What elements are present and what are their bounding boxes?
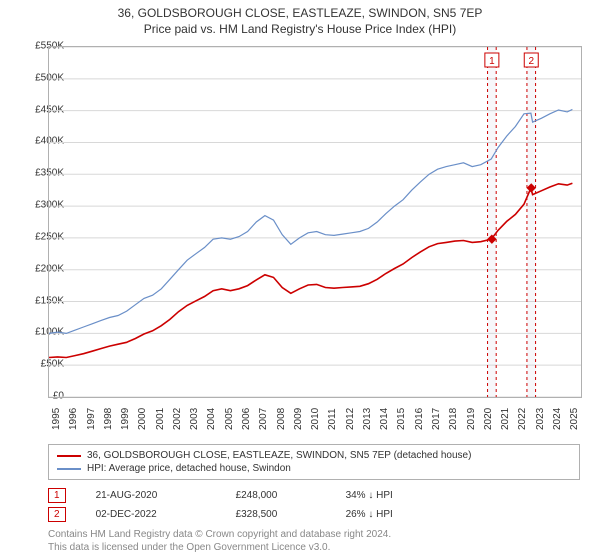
x-tick-label: 2016 xyxy=(414,408,425,430)
x-tick-label: 2021 xyxy=(500,408,511,430)
sale-marker-number: 1 xyxy=(48,488,66,503)
plot-area: 12 xyxy=(48,46,582,398)
x-tick-label: 2002 xyxy=(172,408,183,430)
x-tick-label: 1995 xyxy=(51,408,62,430)
sale-marker-number: 2 xyxy=(48,507,66,522)
x-tick-label: 1999 xyxy=(120,408,131,430)
sale-date: 02-DEC-2022 xyxy=(96,509,206,520)
sale-date: 21-AUG-2020 xyxy=(96,490,206,501)
legend-item: 36, GOLDSBOROUGH CLOSE, EASTLEAZE, SWIND… xyxy=(57,449,571,462)
sales-table: 1 21-AUG-2020 £248,000 34% ↓ HPI 2 02-DEC-202… xyxy=(48,486,580,524)
x-tick-label: 2019 xyxy=(466,408,477,430)
sale-change: 34% ↓ HPI xyxy=(346,490,436,501)
x-tick-label: 1998 xyxy=(103,408,114,430)
x-tick-label: 2006 xyxy=(241,408,252,430)
legend-swatch xyxy=(57,468,81,470)
legend-label: 36, GOLDSBOROUGH CLOSE, EASTLEAZE, SWIND… xyxy=(87,450,471,461)
x-tick-label: 2004 xyxy=(206,408,217,430)
x-tick-label: 2022 xyxy=(517,408,528,430)
footnote-line-1: Contains HM Land Registry data © Crown c… xyxy=(48,528,391,541)
x-tick-label: 2009 xyxy=(293,408,304,430)
x-tick-label: 2005 xyxy=(224,408,235,430)
sale-row: 2 02-DEC-2022 £328,500 26% ↓ HPI xyxy=(48,505,580,524)
title-line-1: 36, GOLDSBOROUGH CLOSE, EASTLEAZE, SWIND… xyxy=(0,6,600,22)
x-tick-label: 2010 xyxy=(310,408,321,430)
x-tick-label: 1996 xyxy=(68,408,79,430)
title-line-2: Price paid vs. HM Land Registry's House … xyxy=(0,22,600,38)
x-tick-label: 2007 xyxy=(258,408,269,430)
x-tick-label: 2008 xyxy=(276,408,287,430)
x-tick-label: 2001 xyxy=(155,408,166,430)
x-tick-label: 2024 xyxy=(552,408,563,430)
footnote: Contains HM Land Registry data © Crown c… xyxy=(48,528,391,554)
x-tick-label: 2020 xyxy=(483,408,494,430)
x-tick-label: 2017 xyxy=(431,408,442,430)
x-tick-label: 2012 xyxy=(345,408,356,430)
sale-row: 1 21-AUG-2020 £248,000 34% ↓ HPI xyxy=(48,486,580,505)
sale-price: £248,000 xyxy=(236,490,316,501)
x-tick-label: 2018 xyxy=(448,408,459,430)
chart-container: 36, GOLDSBOROUGH CLOSE, EASTLEAZE, SWIND… xyxy=(0,0,600,560)
x-tick-label: 2014 xyxy=(379,408,390,430)
x-tick-label: 2000 xyxy=(137,408,148,430)
chart-svg: 12 xyxy=(49,47,581,397)
sale-price: £328,500 xyxy=(236,509,316,520)
x-tick-label: 2015 xyxy=(396,408,407,430)
footnote-line-2: This data is licensed under the Open Gov… xyxy=(48,541,391,554)
x-tick-label: 2025 xyxy=(569,408,580,430)
x-tick-label: 1997 xyxy=(86,408,97,430)
svg-text:1: 1 xyxy=(489,56,495,67)
x-tick-label: 2023 xyxy=(535,408,546,430)
chart-title: 36, GOLDSBOROUGH CLOSE, EASTLEAZE, SWIND… xyxy=(0,0,600,37)
x-tick-label: 2013 xyxy=(362,408,373,430)
sale-change: 26% ↓ HPI xyxy=(346,509,436,520)
legend: 36, GOLDSBOROUGH CLOSE, EASTLEAZE, SWIND… xyxy=(48,444,580,480)
legend-swatch xyxy=(57,455,81,457)
x-tick-label: 2011 xyxy=(327,408,338,430)
legend-item: HPI: Average price, detached house, Swin… xyxy=(57,462,571,475)
x-tick-label: 2003 xyxy=(189,408,200,430)
svg-text:2: 2 xyxy=(528,56,534,67)
legend-label: HPI: Average price, detached house, Swin… xyxy=(87,463,291,474)
